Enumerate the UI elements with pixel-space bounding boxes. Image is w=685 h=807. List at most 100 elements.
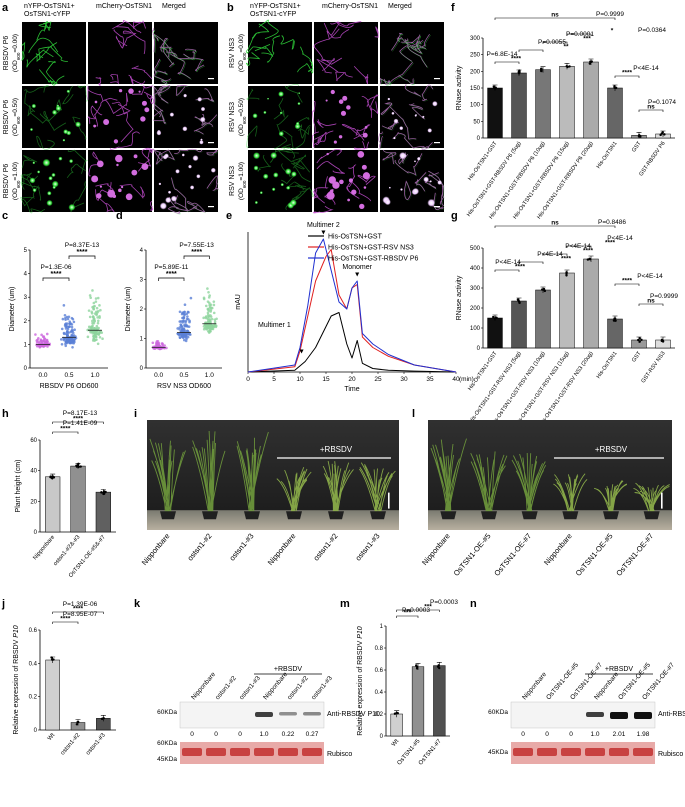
granule	[253, 165, 259, 171]
peak-annotation: Multimer 1	[258, 322, 291, 329]
pot	[562, 511, 579, 520]
label-part: =1.00)	[12, 162, 19, 181]
bar	[45, 659, 60, 731]
data-point	[637, 133, 641, 137]
data-point	[38, 345, 42, 349]
data-point	[188, 333, 192, 336]
y-tick-label: 2	[140, 307, 144, 313]
data-point	[40, 333, 43, 337]
significance-bracket	[638, 303, 664, 306]
p-value: P<4E-14	[565, 243, 591, 250]
data-point	[96, 296, 100, 300]
significance-bracket	[638, 109, 664, 112]
granule	[338, 135, 343, 139]
significance-bracket	[52, 611, 104, 614]
data-point	[36, 338, 39, 342]
granule	[254, 200, 258, 205]
granule	[68, 203, 76, 211]
granule	[291, 171, 297, 177]
rubisco-band	[561, 748, 581, 756]
lane-label: ostsn1-#2	[214, 675, 238, 702]
granule	[118, 88, 123, 93]
label-part: 600	[87, 383, 99, 390]
data-point	[91, 289, 94, 292]
significance-stars: ****	[60, 426, 71, 433]
lane-label: ostsn1-#3	[238, 675, 262, 702]
label-part: 600	[199, 383, 211, 390]
granule	[196, 174, 201, 179]
y-tick-label: 5	[24, 248, 28, 254]
plant	[633, 482, 670, 512]
band-quantity: 0.27	[306, 731, 319, 738]
data-point	[183, 334, 186, 338]
data-point	[90, 311, 94, 315]
granule	[351, 189, 357, 195]
data-point	[207, 309, 211, 312]
rubisco-band	[230, 748, 250, 756]
scale-bar	[434, 206, 440, 208]
photo-floor	[147, 510, 399, 530]
data-point	[181, 311, 185, 315]
data-point	[91, 324, 94, 327]
granule	[158, 182, 162, 186]
data-point	[100, 331, 104, 334]
p-value: P=0.0364	[638, 27, 666, 34]
cell-outline	[154, 85, 218, 136]
data-point	[186, 325, 189, 328]
loading-label: Rubisco	[658, 751, 683, 758]
data-point	[180, 325, 184, 329]
column-header: Merged	[388, 3, 412, 10]
plant-label: ostsn1-#3	[227, 532, 255, 563]
data-point	[151, 345, 155, 349]
y-axis-label: RNase activity	[456, 275, 463, 320]
plant-label: ostsn1-#2	[185, 532, 213, 563]
granule	[416, 156, 421, 161]
granule	[96, 193, 102, 199]
x-tick-label: His-OsTSN1	[596, 351, 619, 380]
data-point	[178, 320, 182, 323]
granule	[56, 104, 60, 108]
x-tick-label: OsTSN1-#7	[418, 738, 443, 767]
bar	[511, 72, 527, 139]
data-point	[209, 308, 213, 312]
cell-outline	[380, 34, 431, 86]
data-point	[95, 324, 99, 328]
data-point	[207, 291, 210, 294]
data-point	[72, 338, 76, 342]
rubisco-membrane	[511, 742, 655, 764]
data-point	[540, 69, 543, 73]
micrograph-tile	[248, 150, 312, 212]
data-point	[492, 315, 495, 319]
granule	[330, 89, 335, 95]
row-label: RSV NS3	[229, 102, 236, 132]
scale-bar	[208, 142, 214, 144]
data-point	[185, 337, 188, 341]
data-point	[212, 300, 216, 303]
granule	[63, 129, 69, 135]
panel-letter-j: j	[1, 598, 5, 610]
significance-bracket	[42, 277, 70, 281]
data-point	[640, 338, 643, 342]
row-od: (OD600=0.50)	[12, 98, 21, 136]
scale-bar	[661, 492, 663, 509]
y-tick-label: 500	[470, 246, 481, 252]
row-od: (OD600=0.00)	[238, 34, 247, 72]
significance-bracket	[494, 225, 616, 228]
granule	[75, 121, 82, 128]
data-point	[87, 325, 91, 329]
scale-bar	[434, 78, 440, 80]
data-point	[49, 475, 52, 478]
bar	[535, 289, 551, 349]
granule	[91, 175, 99, 183]
plant	[276, 467, 312, 512]
y-tick-label: 250	[470, 53, 481, 59]
granule	[113, 139, 119, 144]
data-point	[208, 301, 211, 305]
chart-h: 0 20 40 60 Plant height (cm) Nipponbareostsn1…	[15, 410, 116, 579]
row-label: RBSDV P6	[3, 36, 10, 71]
error-bar	[540, 66, 546, 73]
label-part: =0.00)	[12, 34, 19, 53]
rubisco-band	[206, 748, 226, 756]
granule	[138, 90, 141, 93]
